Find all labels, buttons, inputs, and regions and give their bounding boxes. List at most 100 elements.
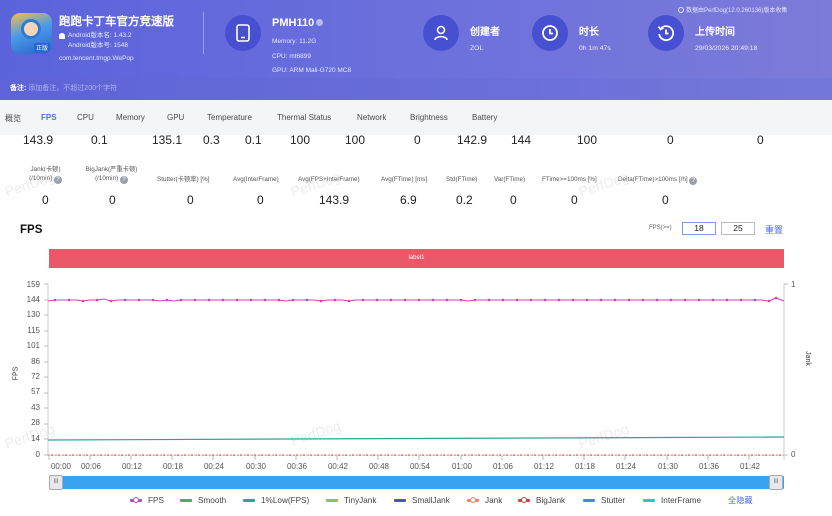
x-tick: 00:24 <box>203 462 225 471</box>
android-version-code: Android版本号: 1548 <box>68 42 128 49</box>
legend-marker-icon <box>518 496 530 503</box>
fps-threshold-input-1[interactable]: 18 <box>682 222 716 235</box>
chart-title: FPS <box>20 224 43 236</box>
package-name: com.tencent.tmgp.WePop <box>59 55 134 62</box>
summary-value: 0.1 <box>91 133 108 147</box>
summary-value: 0.1 <box>245 133 262 147</box>
hide-all-button[interactable]: 全隐藏 <box>728 496 753 505</box>
tab-fps[interactable]: FPS <box>41 113 57 122</box>
note-input[interactable]: 添加备注，不超过200个字符 <box>28 85 117 92</box>
legend-marker-icon <box>326 498 338 502</box>
metric-label-var-ftime: Var(FTime) <box>494 176 526 183</box>
info-icon[interactable] <box>316 19 324 26</box>
y-tick: 101 <box>26 341 40 350</box>
android-version-name: Android版本名: 1.43.2 <box>68 32 132 39</box>
duration-title: 时长 <box>579 27 599 38</box>
tab-gpu[interactable]: GPU <box>167 113 185 122</box>
legend-item-tinyjank[interactable]: TinyJank <box>326 494 376 506</box>
y-tick: 57 <box>31 387 40 396</box>
x-tick: 01:18 <box>574 462 596 471</box>
legend-item-smalljank[interactable]: SmallJank <box>394 494 450 506</box>
upload-time-value: 29/03/2026 20:49:18 <box>695 45 758 52</box>
x-tick: 00:48 <box>368 462 390 471</box>
tab-overview[interactable]: 概览 <box>5 114 21 123</box>
device-icon <box>225 15 261 51</box>
zoom-slider-right-handle[interactable]: III <box>769 475 783 490</box>
summary-value: 100 <box>290 133 311 147</box>
fps-threshold-label: FPS(>=) <box>649 225 672 231</box>
legend-marker-icon <box>130 496 142 503</box>
source-note: 数据由PerfDog(12.0.260136)版本收集 <box>678 5 787 14</box>
metric-label-std-ftime: Std(FTime) <box>446 176 478 183</box>
summary-value: 0 <box>757 133 764 147</box>
metric-value-stutter: 0 <box>187 193 194 207</box>
help-icon[interactable]: ? <box>53 176 62 184</box>
summary-value: 142.9 <box>457 133 488 147</box>
legend-marker-icon <box>180 498 192 502</box>
legend-item-jank[interactable]: Jank <box>467 494 502 506</box>
y-tick: 86 <box>31 357 40 366</box>
x-tick: 00:42 <box>327 462 349 471</box>
x-tick: 00:00 <box>50 462 72 471</box>
legend-marker-icon <box>467 496 479 503</box>
legend-item-1pct-low[interactable]: 1%Low(FPS) <box>243 494 309 506</box>
help-icon[interactable]: ? <box>119 176 128 184</box>
tab-memory[interactable]: Memory <box>116 113 145 122</box>
note-bar: 备注: 添加备注，不超过200个字符 <box>0 78 832 100</box>
y-tick: 0 <box>35 450 40 459</box>
tab-brightness[interactable]: Brightness <box>410 113 448 122</box>
summary-value: 0 <box>414 133 421 147</box>
reset-button[interactable]: 重置 <box>765 225 784 235</box>
y-tick: 115 <box>27 326 40 335</box>
metric-label-avg-fps-interframe: Avg(FPS+InterFrame) <box>298 176 360 183</box>
zoom-slider-track[interactable] <box>49 476 784 489</box>
x-tick: 00:12 <box>121 462 143 471</box>
summary-value: 0.3 <box>203 133 220 147</box>
series-fps <box>47 297 785 302</box>
x-tick: 01:42 <box>739 462 761 471</box>
x-tick: 00:36 <box>286 462 308 471</box>
summary-value: 0 <box>667 133 674 147</box>
tab-thermal-status[interactable]: Thermal Status <box>277 113 332 122</box>
metric-label-ftime-100ms: FTime>=100ms [%] <box>542 176 597 183</box>
legend-item-fps[interactable]: FPS <box>130 494 164 506</box>
legend-item-smooth[interactable]: Smooth <box>180 494 226 506</box>
metric-value-ftime-100ms: 0 <box>571 193 578 207</box>
metric-value-var-ftime: 0 <box>510 193 517 207</box>
report-header: 正版 跑跑卡丁车官方竞速版 Android版本名: 1.43.2 Android… <box>0 0 832 78</box>
tab-cpu[interactable]: CPU <box>77 113 94 122</box>
tab-temperature[interactable]: Temperature <box>207 113 252 122</box>
tab-battery[interactable]: Battery <box>472 113 498 122</box>
legend-marker-icon <box>583 498 595 502</box>
series-1pct-low <box>47 436 785 441</box>
y-tick: 43 <box>31 403 40 412</box>
help-icon[interactable]: ? <box>689 177 698 185</box>
label-band[interactable]: label1 <box>49 249 784 268</box>
summary-value: 100 <box>577 133 598 147</box>
zoom-slider-left-handle[interactable]: III <box>49 475 63 490</box>
legend-item-bigjank[interactable]: BigJank <box>518 494 565 506</box>
user-icon <box>423 15 459 51</box>
app-meta: Android版本名: 1.43.2 Android版本号: 1548 com.… <box>59 31 134 64</box>
y2-tick: 0 <box>791 450 796 459</box>
x-tick: 00:18 <box>162 462 184 471</box>
legend-marker-icon <box>243 498 255 502</box>
tab-network[interactable]: Network <box>357 113 387 122</box>
app-icon-character <box>21 19 41 39</box>
info-circle-icon <box>678 7 684 13</box>
legend-item-interframe[interactable]: InterFrame <box>643 494 701 506</box>
tab-bar: 概览 FPS CPU Memory GPU Temperature Therma… <box>0 100 832 135</box>
metric-value-std-ftime: 0.2 <box>456 193 473 207</box>
metric-value-jank: 0 <box>42 193 49 207</box>
y2-tick: 1 <box>791 280 796 289</box>
y-tick: 14 <box>31 434 40 443</box>
legend-item-stutter[interactable]: Stutter <box>583 494 625 506</box>
x-tick: 01:24 <box>615 462 637 471</box>
android-icon <box>59 33 65 39</box>
x-tick: 00:06 <box>80 462 102 471</box>
fps-threshold-input-2[interactable]: 25 <box>721 222 755 235</box>
history-icon <box>648 15 684 51</box>
y-tick: 72 <box>31 372 40 381</box>
x-tick: 00:54 <box>409 462 431 471</box>
